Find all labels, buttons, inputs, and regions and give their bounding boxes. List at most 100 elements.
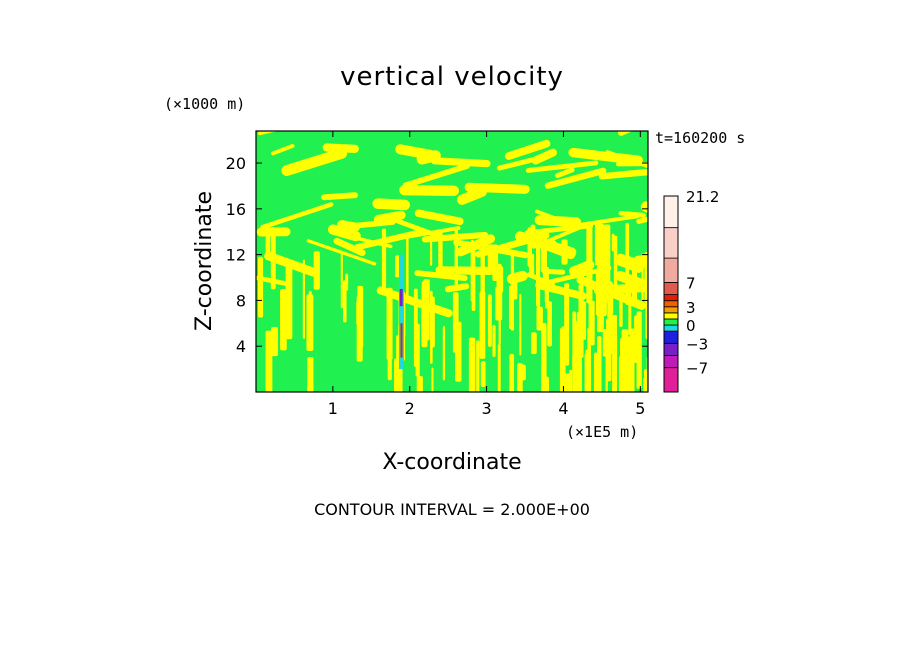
positive-streak <box>271 326 278 357</box>
y-axis-title: Z-coordinate <box>192 191 217 331</box>
x-tick-label: 2 <box>405 399 415 418</box>
positive-streak <box>281 147 348 176</box>
positive-streak <box>628 275 632 336</box>
positive-streak <box>373 210 406 224</box>
positive-streak <box>442 325 446 381</box>
positive-streak <box>612 314 618 378</box>
positive-streak <box>452 292 459 353</box>
positive-streak <box>487 294 492 348</box>
positive-streak <box>527 227 533 268</box>
positive-streak <box>617 253 648 279</box>
positive-streak <box>258 131 302 136</box>
positive-streak <box>594 222 601 266</box>
updraft-core <box>399 288 403 307</box>
positive-streak <box>423 279 430 341</box>
positive-streak <box>307 356 314 392</box>
y-tick-label: 12 <box>226 246 246 265</box>
positive-streak <box>572 311 576 369</box>
positive-streak <box>302 259 306 339</box>
x-axis-title: X-coordinate <box>382 450 521 475</box>
colorbar-label: −7 <box>686 360 708 378</box>
positive-streak <box>613 235 618 294</box>
positive-streak <box>561 326 566 377</box>
contour-field <box>256 131 648 392</box>
positive-streak <box>285 263 293 340</box>
positive-streak <box>480 238 483 308</box>
positive-streak <box>597 336 602 392</box>
colorbar-label: 0 <box>686 317 696 335</box>
y-unit-label: (×1000 m) <box>164 95 245 113</box>
positive-streak <box>578 284 584 359</box>
positive-streak <box>595 272 599 316</box>
positive-streak <box>476 340 480 392</box>
positive-streak <box>621 329 629 392</box>
positive-streak <box>644 252 648 303</box>
positive-streak <box>504 139 551 160</box>
positive-streak <box>271 144 295 156</box>
positive-streak <box>545 265 612 285</box>
colorbar: 21.2 7 30−3 −7 <box>663 188 719 393</box>
positive-streak <box>438 230 443 270</box>
positive-streak <box>619 294 623 327</box>
x-tick-label: 4 <box>558 399 568 418</box>
positive-streak <box>497 343 501 392</box>
x-tick-label: 5 <box>635 399 645 418</box>
positive-streak <box>456 234 496 257</box>
colorbar-label: 3 <box>686 299 696 317</box>
positive-streak <box>531 332 537 355</box>
positive-streak <box>471 247 476 312</box>
positive-streak <box>634 315 639 363</box>
colorbar-segment <box>663 312 679 320</box>
positive-streak <box>534 215 582 228</box>
positive-streak <box>430 296 435 348</box>
positive-streak <box>605 352 608 392</box>
positive-streak <box>345 273 349 291</box>
positive-streak <box>414 270 468 282</box>
time-label: t=160200 s <box>655 129 745 147</box>
y-tick-label: 8 <box>236 291 246 310</box>
positive-streak <box>342 280 347 323</box>
positive-streak <box>322 143 359 153</box>
positive-streak <box>632 262 638 302</box>
positive-streak <box>598 168 648 180</box>
positive-streak <box>535 238 541 307</box>
positive-streak <box>575 352 579 372</box>
positive-streak <box>395 144 436 160</box>
positive-streak <box>457 186 488 205</box>
positive-streak <box>574 214 639 228</box>
positive-streak <box>542 228 546 279</box>
positive-streak <box>356 301 361 325</box>
positive-streak <box>280 289 287 351</box>
positive-streak <box>430 157 491 168</box>
positive-streak <box>270 227 276 290</box>
colorbar-segment <box>663 294 679 302</box>
plot-frame <box>255 130 649 393</box>
colorbar-label: 21.2 <box>686 188 719 206</box>
x-tick-label: 1 <box>328 399 338 418</box>
colorbar-segment <box>663 355 679 369</box>
positive-streak <box>492 324 496 358</box>
positive-streak <box>561 239 568 265</box>
positive-streak <box>381 228 387 291</box>
positive-streak <box>306 294 314 352</box>
positive-streak <box>306 239 377 266</box>
y-tick-label: 4 <box>236 337 246 356</box>
positive-streak <box>435 266 494 275</box>
positive-streak <box>414 209 464 226</box>
positive-streak <box>257 256 264 318</box>
colorbar-segment <box>663 282 679 296</box>
x-axis: 1 2 3 4 5 <box>328 131 645 418</box>
positive-streak <box>496 263 502 309</box>
positive-streak <box>564 282 568 333</box>
positive-streak <box>313 251 320 290</box>
colorbar-segment <box>663 306 679 314</box>
positive-streak <box>593 352 598 392</box>
positive-streak <box>480 361 486 388</box>
updraft-core <box>400 323 403 358</box>
positive-streak <box>479 291 486 359</box>
positive-streak <box>555 167 575 179</box>
positive-streak <box>333 237 366 257</box>
positive-streak <box>625 222 630 306</box>
chart-title: vertical velocity <box>340 62 564 92</box>
